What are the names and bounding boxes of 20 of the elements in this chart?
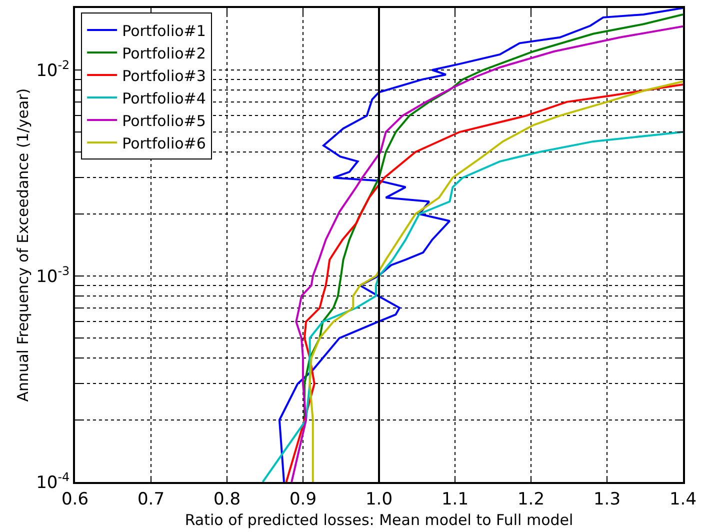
x-tick-label: 1.0 <box>365 489 393 510</box>
legend-label: Portfolio#4 <box>122 89 206 108</box>
x-tick-label: 1.2 <box>517 489 545 510</box>
legend-label: Portfolio#1 <box>122 22 206 40</box>
line-series <box>304 13 683 421</box>
legend-label: Portfolio#5 <box>122 112 206 130</box>
legend-label: Portfolio#3 <box>122 66 206 85</box>
y-tick-label: 10$^{-3}$ <box>36 264 70 287</box>
x-axis-title: Ratio of predicted losses: Mean model to Full model <box>184 510 574 529</box>
legend-label: Portfolio#6 <box>122 134 206 152</box>
legend-label: Portfolio#2 <box>122 44 206 62</box>
x-tick-label: 1.4 <box>669 489 697 510</box>
y-axis-title: Annual Frequency of Exceedance (1/year) <box>14 88 32 402</box>
x-tick-label: 0.7 <box>137 489 165 510</box>
x-tick-label: 0.9 <box>289 489 317 510</box>
x-tick-label: 1.1 <box>441 489 469 510</box>
y-tick-label: 10$^{-2}$ <box>36 58 70 81</box>
x-tick-label: 0.8 <box>213 489 241 510</box>
x-tick-label: 1.3 <box>593 489 621 510</box>
line-series <box>262 131 683 482</box>
